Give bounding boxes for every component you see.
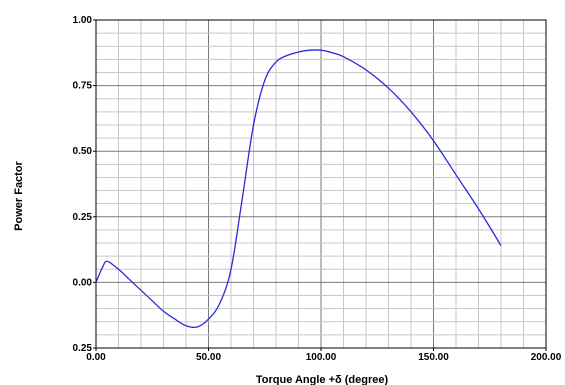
- x-axis-title: Torque Angle +δ (degree): [256, 374, 389, 385]
- y-tick-label: 0.25: [73, 343, 93, 354]
- tick-labels: 0.00 50.00 100.00 150.00 200.00 1.00 0.75 0.50 0…: [73, 15, 562, 363]
- y-tick-label: 0.50: [73, 146, 93, 157]
- x-tick-label: 0.00: [86, 352, 106, 363]
- x-tick-label: 150.00: [418, 352, 449, 363]
- y-tick-label: 0.00: [73, 277, 93, 288]
- chart-grid: [96, 20, 546, 348]
- y-tick-label: 0.75: [73, 81, 93, 92]
- x-tick-label: 200.00: [531, 352, 562, 363]
- y-axis-title: Power Factor: [13, 160, 25, 230]
- x-tick-label: 100.00: [306, 352, 337, 363]
- y-tick-label: 0.25: [73, 212, 93, 223]
- series-line: [95, 49, 502, 329]
- x-tick-label: 50.00: [196, 352, 221, 363]
- y-tick-label: 1.00: [73, 15, 93, 26]
